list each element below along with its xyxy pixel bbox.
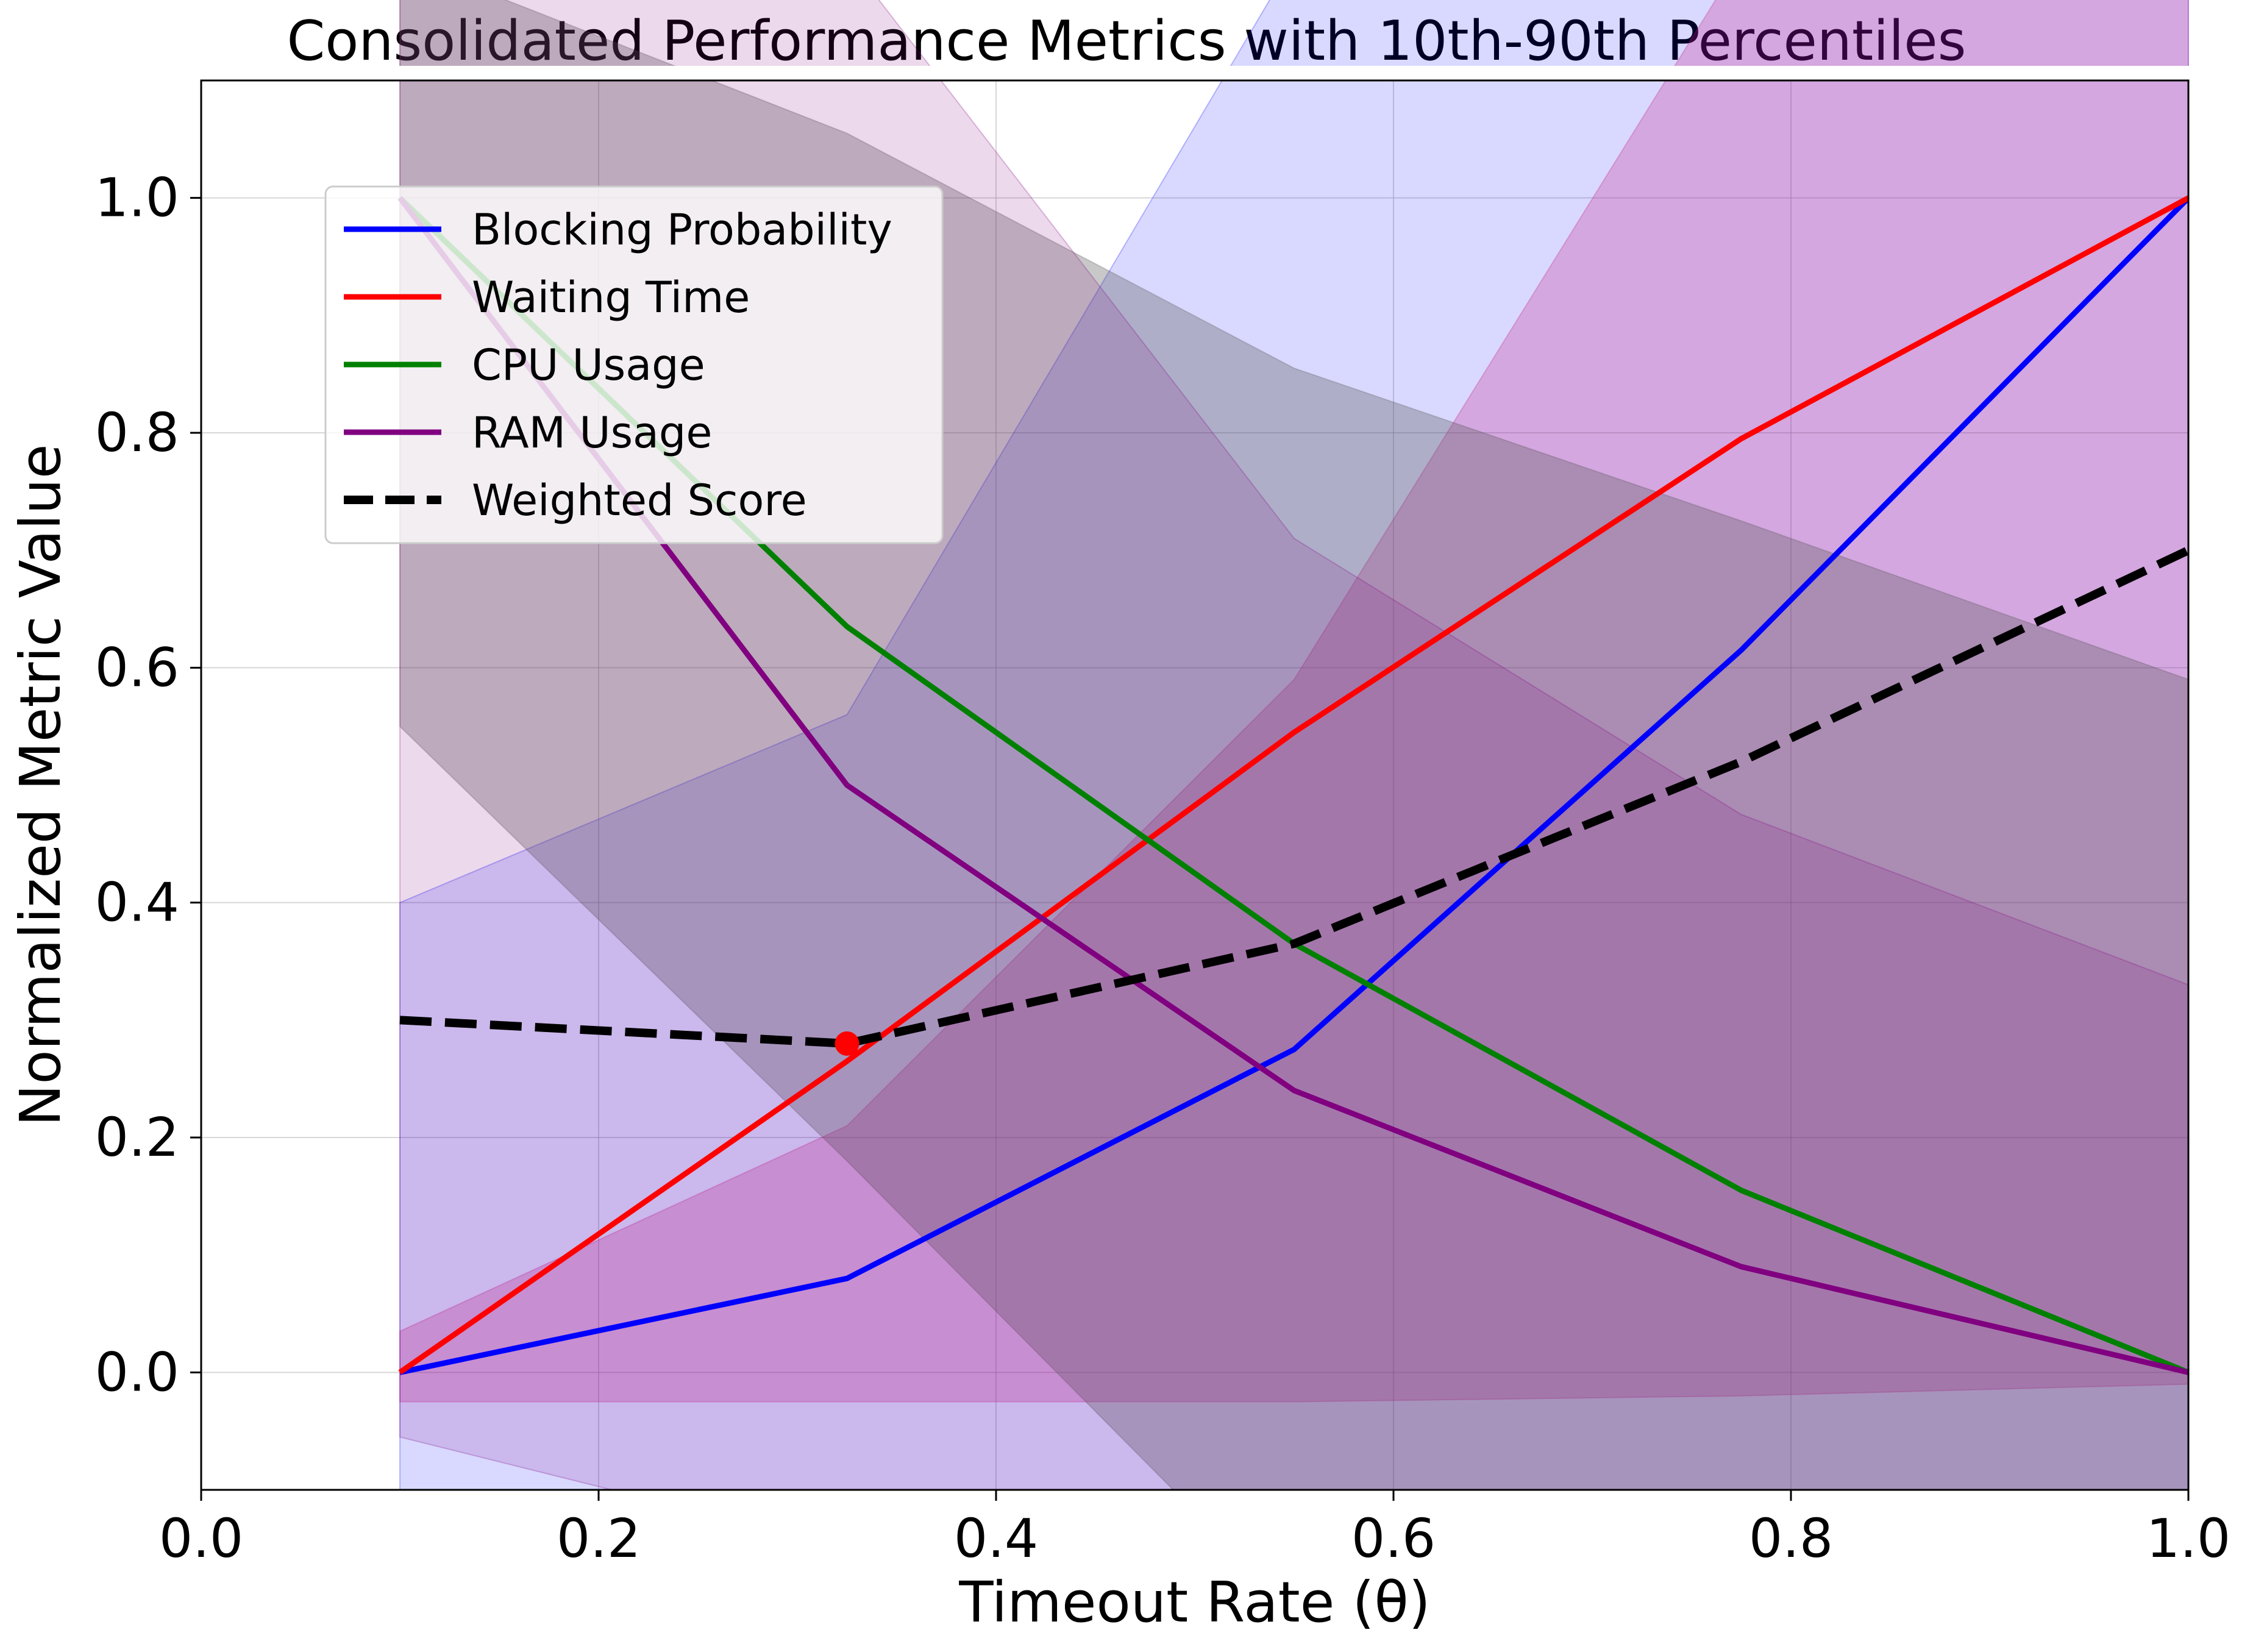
legend-label: CPU Usage	[472, 340, 705, 390]
x-tick-label: 0.6	[1351, 1508, 1436, 1570]
y-tick-label: 0.8	[95, 402, 179, 464]
series-line-waiting-time	[398, 195, 2190, 1375]
legend-label: RAM Usage	[472, 408, 712, 458]
y-tick-label: 1.0	[95, 167, 179, 229]
legend-label: Weighted Score	[472, 475, 807, 525]
x-tick-label: 1.0	[2146, 1508, 2230, 1570]
chart-title: Consolidated Performance Metrics with 10…	[287, 9, 1966, 73]
series-lines	[397, 195, 2191, 1375]
x-tick-label: 0.2	[557, 1508, 641, 1570]
x-tick-label: 0.4	[954, 1508, 1038, 1570]
legend-label: Blocking Probability	[472, 205, 892, 255]
x-tick-label: 0.8	[1749, 1508, 1833, 1570]
series-line-ram-usage	[397, 196, 2190, 1375]
y-tick-label: 0.4	[95, 872, 179, 934]
y-axis-ticks: 0.0 0.2 0.4 0.6 0.8 1.0	[95, 167, 201, 1403]
y-axis-label: Normalized Metric Value	[8, 444, 73, 1127]
legend: Blocking Probability Waiting Time CPU Usag…	[324, 185, 944, 544]
x-tick-label: 0.0	[159, 1508, 243, 1570]
plot-mask	[0, 66, 2253, 1652]
annotation-markers	[835, 1031, 860, 1056]
series-line-weighted-score	[399, 546, 2190, 1048]
y-tick-label: 0.6	[95, 636, 179, 699]
optimal-point-marker	[835, 1031, 860, 1056]
axes-frame	[200, 79, 2190, 1491]
percentile-bands	[399, 0, 2189, 1613]
x-axis-ticks: 0.0 0.2 0.4 0.6 0.8 1.0	[159, 1490, 2230, 1570]
y-tick-label: 0.2	[95, 1106, 179, 1169]
legend-box	[324, 185, 944, 544]
y-tick-label: 0.0	[95, 1341, 179, 1403]
series-line-blocking-probability	[399, 196, 2191, 1375]
x-axis-label: Timeout Rate (θ)	[958, 1570, 1430, 1635]
legend-label: Waiting Time	[472, 272, 750, 322]
